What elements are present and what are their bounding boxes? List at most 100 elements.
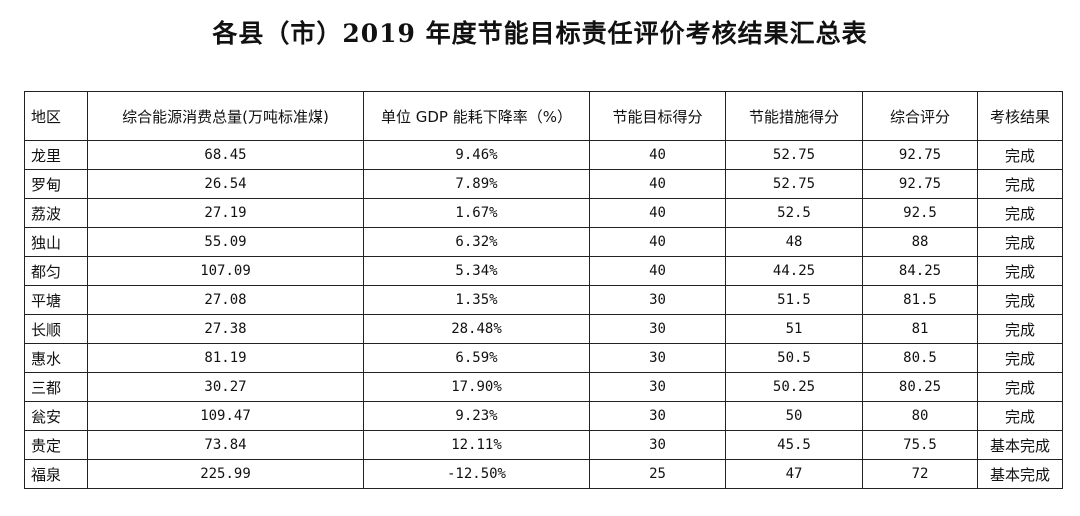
table-row: 福泉 225.99 -12.50% 25 47 72 基本完成 <box>24 459 1063 489</box>
cell-result: 完成 <box>977 343 1063 373</box>
table-row: 长顺 27.38 28.48% 30 51 81 完成 <box>24 314 1063 344</box>
cell-gdp-energy-reduction: 5.34% <box>363 256 590 286</box>
cell-target-score: 40 <box>589 256 726 286</box>
table-row: 平塘 27.08 1.35% 30 51.5 81.5 完成 <box>24 285 1063 315</box>
cell-target-score: 30 <box>589 343 726 373</box>
cell-result: 完成 <box>977 198 1063 228</box>
cell-result: 完成 <box>977 401 1063 431</box>
table-row: 荔波 27.19 1.67% 40 52.5 92.5 完成 <box>24 198 1063 228</box>
table-row: 都匀 107.09 5.34% 40 44.25 84.25 完成 <box>24 256 1063 286</box>
cell-measure-score: 52.75 <box>725 169 863 199</box>
cell-gdp-energy-reduction: -12.50% <box>363 459 590 489</box>
cell-measure-score: 50.5 <box>725 343 863 373</box>
cell-overall-score: 80.5 <box>862 343 978 373</box>
cell-energy-consumption: 27.19 <box>87 198 364 228</box>
cell-region: 荔波 <box>24 198 88 228</box>
cell-region: 龙里 <box>24 140 88 170</box>
cell-overall-score: 92.75 <box>862 140 978 170</box>
table-row: 惠水 81.19 6.59% 30 50.5 80.5 完成 <box>24 343 1063 373</box>
cell-measure-score: 45.5 <box>725 430 863 460</box>
cell-gdp-energy-reduction: 1.67% <box>363 198 590 228</box>
cell-gdp-energy-reduction: 6.32% <box>363 227 590 257</box>
cell-overall-score: 81 <box>862 314 978 344</box>
cell-target-score: 30 <box>589 372 726 402</box>
cell-overall-score: 84.25 <box>862 256 978 286</box>
cell-target-score: 30 <box>589 430 726 460</box>
header-measure-score: 节能措施得分 <box>725 91 863 141</box>
cell-energy-consumption: 30.27 <box>87 372 364 402</box>
cell-target-score: 30 <box>589 401 726 431</box>
cell-target-score: 40 <box>589 140 726 170</box>
cell-measure-score: 48 <box>725 227 863 257</box>
cell-result: 基本完成 <box>977 459 1063 489</box>
cell-energy-consumption: 109.47 <box>87 401 364 431</box>
cell-measure-score: 52.5 <box>725 198 863 228</box>
cell-result: 完成 <box>977 314 1063 344</box>
cell-region: 平塘 <box>24 285 88 315</box>
cell-result: 基本完成 <box>977 430 1063 460</box>
cell-region: 福泉 <box>24 459 88 489</box>
header-energy-consumption: 综合能源消费总量(万吨标准煤) <box>87 91 364 141</box>
cell-gdp-energy-reduction: 6.59% <box>363 343 590 373</box>
cell-overall-score: 92.5 <box>862 198 978 228</box>
cell-region: 惠水 <box>24 343 88 373</box>
cell-result: 完成 <box>977 372 1063 402</box>
cell-result: 完成 <box>977 285 1063 315</box>
cell-energy-consumption: 27.38 <box>87 314 364 344</box>
table-row: 瓮安 109.47 9.23% 30 50 80 完成 <box>24 401 1063 431</box>
cell-overall-score: 80 <box>862 401 978 431</box>
cell-result: 完成 <box>977 140 1063 170</box>
table-row: 独山 55.09 6.32% 40 48 88 完成 <box>24 227 1063 257</box>
cell-region: 罗甸 <box>24 169 88 199</box>
cell-energy-consumption: 225.99 <box>87 459 364 489</box>
table-row: 罗甸 26.54 7.89% 40 52.75 92.75 完成 <box>24 169 1063 199</box>
header-overall-score: 综合评分 <box>862 91 978 141</box>
header-result: 考核结果 <box>977 91 1063 141</box>
cell-energy-consumption: 73.84 <box>87 430 364 460</box>
cell-measure-score: 51 <box>725 314 863 344</box>
header-target-score: 节能目标得分 <box>589 91 726 141</box>
table-header-row: 地区 综合能源消费总量(万吨标准煤) 单位 GDP 能耗下降率（%） 节能目标得… <box>24 91 1063 141</box>
cell-overall-score: 72 <box>862 459 978 489</box>
cell-overall-score: 88 <box>862 227 978 257</box>
cell-region: 三都 <box>24 372 88 402</box>
cell-result: 完成 <box>977 169 1063 199</box>
cell-region: 都匀 <box>24 256 88 286</box>
cell-target-score: 40 <box>589 198 726 228</box>
cell-measure-score: 51.5 <box>725 285 863 315</box>
cell-overall-score: 75.5 <box>862 430 978 460</box>
cell-result: 完成 <box>977 256 1063 286</box>
cell-energy-consumption: 26.54 <box>87 169 364 199</box>
cell-target-score: 40 <box>589 227 726 257</box>
cell-target-score: 30 <box>589 285 726 315</box>
cell-energy-consumption: 27.08 <box>87 285 364 315</box>
cell-region: 瓮安 <box>24 401 88 431</box>
cell-gdp-energy-reduction: 7.89% <box>363 169 590 199</box>
table-row: 三都 30.27 17.90% 30 50.25 80.25 完成 <box>24 372 1063 402</box>
page-title: 各县（市）2019 年度节能目标责任评价考核结果汇总表 <box>212 19 868 48</box>
cell-measure-score: 50 <box>725 401 863 431</box>
table-row: 龙里 68.45 9.46% 40 52.75 92.75 完成 <box>24 140 1063 170</box>
cell-target-score: 25 <box>589 459 726 489</box>
cell-gdp-energy-reduction: 9.23% <box>363 401 590 431</box>
cell-energy-consumption: 68.45 <box>87 140 364 170</box>
cell-measure-score: 50.25 <box>725 372 863 402</box>
cell-measure-score: 44.25 <box>725 256 863 286</box>
cell-energy-consumption: 107.09 <box>87 256 364 286</box>
cell-overall-score: 81.5 <box>862 285 978 315</box>
cell-gdp-energy-reduction: 1.35% <box>363 285 590 315</box>
cell-gdp-energy-reduction: 12.11% <box>363 430 590 460</box>
cell-result: 完成 <box>977 227 1063 257</box>
cell-energy-consumption: 55.09 <box>87 227 364 257</box>
results-table: 地区 综合能源消费总量(万吨标准煤) 单位 GDP 能耗下降率（%） 节能目标得… <box>24 91 1063 489</box>
cell-gdp-energy-reduction: 9.46% <box>363 140 590 170</box>
cell-gdp-energy-reduction: 17.90% <box>363 372 590 402</box>
cell-region: 独山 <box>24 227 88 257</box>
cell-overall-score: 80.25 <box>862 372 978 402</box>
cell-energy-consumption: 81.19 <box>87 343 364 373</box>
cell-target-score: 30 <box>589 314 726 344</box>
table-row: 贵定 73.84 12.11% 30 45.5 75.5 基本完成 <box>24 430 1063 460</box>
header-gdp-energy-reduction: 单位 GDP 能耗下降率（%） <box>363 91 590 141</box>
cell-measure-score: 47 <box>725 459 863 489</box>
cell-overall-score: 92.75 <box>862 169 978 199</box>
